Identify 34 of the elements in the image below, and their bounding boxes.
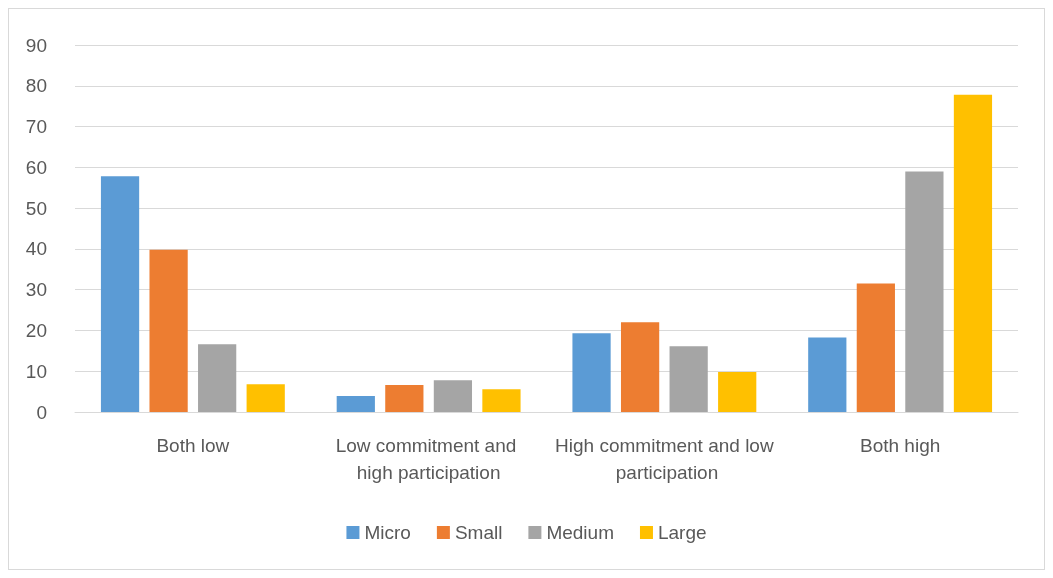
y-tick-label: 60 [25, 156, 47, 178]
bar [100, 176, 140, 412]
bar [905, 171, 944, 412]
bar [246, 384, 285, 412]
x-tick-label: Low commitment and high participation [335, 435, 522, 483]
y-tick-label: 50 [25, 197, 47, 219]
y-tick-label: 90 [25, 34, 47, 56]
bar [149, 249, 188, 412]
y-tick-label: 80 [25, 75, 47, 97]
legend-label: Medium [546, 522, 614, 543]
bar [953, 94, 993, 412]
y-tick-label: 20 [25, 319, 47, 341]
bar [336, 396, 375, 412]
bar [433, 380, 473, 412]
legend-label: Small [454, 522, 503, 543]
y-tick-label: 10 [25, 360, 47, 382]
legend-label: Micro [364, 522, 411, 543]
bar [669, 346, 708, 412]
legend-label: Large [657, 522, 707, 543]
x-tick-label: High commitment and low participation [555, 435, 774, 483]
bar [808, 337, 847, 412]
bar [718, 372, 757, 412]
bar [572, 333, 611, 412]
y-tick-label: 0 [36, 401, 47, 423]
bar [482, 389, 521, 412]
bar [198, 344, 237, 412]
y-tick-label: 40 [25, 238, 47, 260]
y-tick-label: 30 [25, 279, 47, 301]
y-tick-label: 70 [25, 116, 47, 138]
bar [856, 283, 895, 412]
x-tick-label: Both high [859, 435, 941, 456]
bar [620, 322, 660, 412]
bar [385, 385, 424, 412]
x-tick-label: Both low [156, 435, 230, 456]
